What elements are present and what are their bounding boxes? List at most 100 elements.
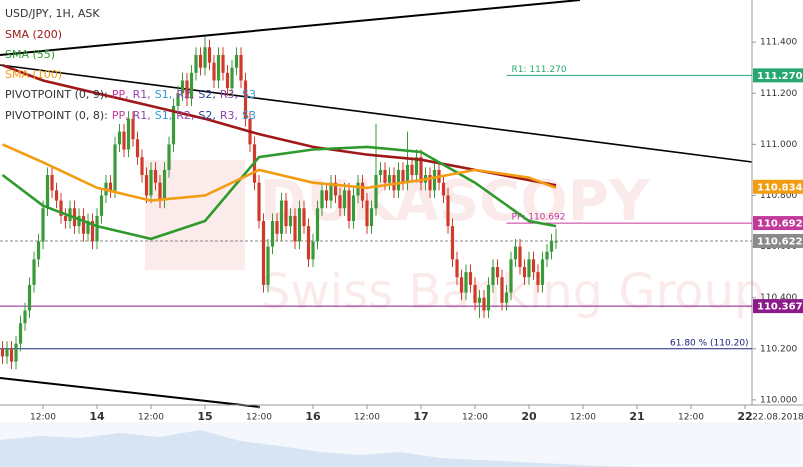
y-tick-label: 110.800 <box>760 191 797 201</box>
candle-body <box>257 182 261 222</box>
x-tick-label: 12:00 <box>354 413 380 423</box>
candle-body <box>180 80 185 94</box>
candle-body <box>383 169 387 183</box>
x-tick-label: 21 <box>629 410 644 423</box>
pivot-legend-item: S1, <box>155 88 172 101</box>
x-tick-label: 12:00 <box>570 413 596 423</box>
candle-body <box>212 62 216 81</box>
candle-body <box>306 226 311 260</box>
pivot-legend-item: S2, <box>198 88 215 101</box>
price-tag-label: 110.622 <box>757 236 803 247</box>
candle-body <box>428 175 432 191</box>
candle-body <box>203 47 207 68</box>
candle-body <box>158 182 162 201</box>
candle-body <box>522 267 527 278</box>
price-tag <box>753 68 803 83</box>
candle-body <box>320 190 324 209</box>
candle-body <box>279 200 284 234</box>
candle-body <box>342 190 347 209</box>
candle-body <box>185 80 189 99</box>
price-tag <box>753 233 803 248</box>
candle-body <box>473 284 477 303</box>
trend-line <box>0 64 753 163</box>
candle-body <box>329 182 333 201</box>
pivot-legend-item: PP, <box>112 109 129 122</box>
price-tag <box>753 179 803 194</box>
candle-body <box>311 241 315 260</box>
candle-body <box>500 277 504 303</box>
y-tick-label: 111.200 <box>760 89 797 99</box>
pivot-legend-item: R2, <box>176 88 194 101</box>
candle-body <box>450 226 455 260</box>
x-tick-label: 12:00 <box>678 413 704 423</box>
candle-body <box>122 131 126 150</box>
candle-body <box>351 195 356 222</box>
candle-body <box>531 259 536 273</box>
candle-body <box>18 323 23 344</box>
x-tick-label: 16 <box>305 410 321 423</box>
x-tick-label: 14 <box>89 410 105 423</box>
x-tick-label: 17 <box>413 410 428 423</box>
candle-body <box>266 246 270 285</box>
x-tick-label: 20 <box>521 410 537 423</box>
price-tag-label: 110.692 <box>757 219 803 230</box>
candle-body <box>230 67 234 89</box>
price-tag-label: 110.834 <box>757 182 803 193</box>
candle-body <box>513 246 518 260</box>
candle-body <box>387 175 392 183</box>
candle-body <box>455 259 459 278</box>
candle-body <box>171 106 176 145</box>
candle-body <box>504 292 509 303</box>
candle-body <box>108 182 113 191</box>
candle-body <box>302 208 306 227</box>
y-tick-label: 110.400 <box>760 293 797 303</box>
x-tick-label: 12:00 <box>138 413 164 423</box>
candle-body <box>86 221 90 234</box>
candle-body <box>527 259 531 278</box>
level-label: R1: 111.270 <box>511 65 566 75</box>
candle-body <box>207 47 212 63</box>
candle-body <box>41 208 45 242</box>
candle-body <box>545 251 549 260</box>
candle-body <box>117 131 122 145</box>
candle-body <box>99 195 104 216</box>
watermark-logo <box>145 160 245 270</box>
candle-body <box>36 241 41 260</box>
x-tick-label: 12:00 <box>30 413 56 423</box>
candle-body <box>275 221 279 234</box>
y-tick-label: 111.400 <box>760 38 797 48</box>
candle-body <box>126 118 131 150</box>
candle-body <box>288 215 293 227</box>
y-tick-label: 111.000 <box>760 140 797 150</box>
candle-body <box>356 182 360 196</box>
candle-body <box>239 54 243 81</box>
candle-body <box>347 190 351 222</box>
candle-body <box>140 157 144 176</box>
candle-body <box>374 175 378 209</box>
price-tag <box>753 299 803 314</box>
pivot-legend-item: R2, <box>176 109 194 122</box>
candle-body <box>486 284 491 311</box>
candle-body <box>396 169 401 191</box>
candle-body <box>63 215 68 222</box>
candle-body <box>369 208 374 227</box>
candle-body <box>234 54 239 68</box>
pivot-legend: PIVOTPOINT (0, 9): PP, R1, S1, R2, S2, R3, S3 <box>5 88 256 101</box>
candle-body <box>27 284 32 311</box>
candle-body <box>401 169 405 183</box>
candle-body <box>54 190 59 201</box>
candle-body <box>149 169 153 196</box>
legend-entry: SMA (200) <box>5 28 62 41</box>
candle-body <box>446 195 450 227</box>
pivot-legend-item: PP, <box>112 88 129 101</box>
candle-body <box>477 297 482 303</box>
candle-body <box>536 272 540 285</box>
x-tick-label: 15 <box>197 410 212 423</box>
candle-body <box>405 164 410 183</box>
candle-body <box>90 221 95 242</box>
y-tick-label: 110.200 <box>760 344 797 354</box>
pivot-legend-item: S3 <box>242 109 256 122</box>
candle-body <box>261 221 266 285</box>
pivot-legend-item: R1, <box>133 109 151 122</box>
